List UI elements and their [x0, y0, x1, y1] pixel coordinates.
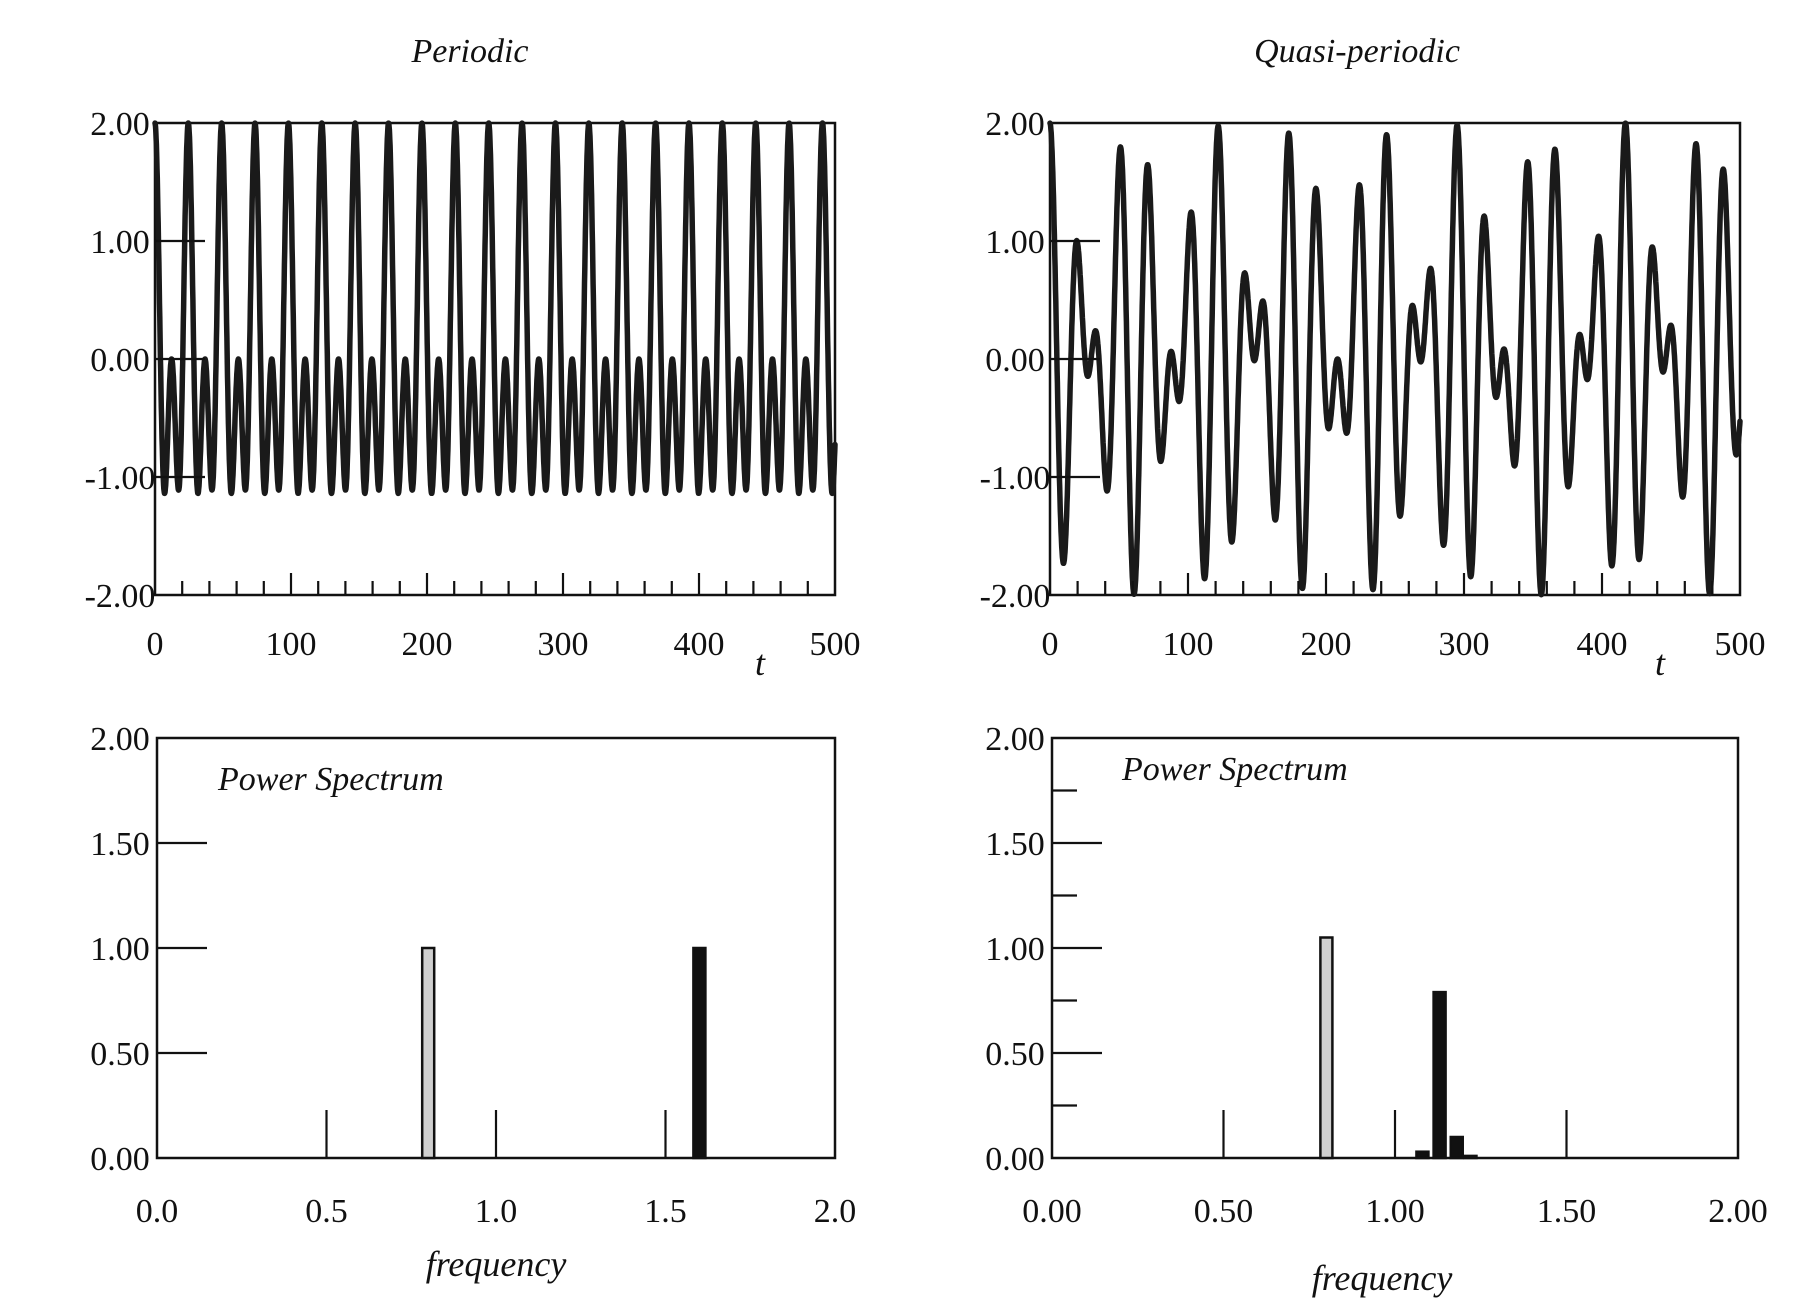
spectrum-periodic-x-tick-label: 1.0 — [475, 1193, 518, 1230]
quasi-x-tick-label: 200 — [1301, 626, 1352, 663]
spectrum-quasi-y-tick-label: 1.00 — [985, 931, 1045, 968]
spectrum-quasi-x-tick-label: 0.50 — [1194, 1193, 1254, 1230]
quasi-periodic-spectrum-x-axis-label: frequency — [1312, 1258, 1453, 1298]
periodic-x-tick-label: 300 — [538, 626, 589, 663]
periodic-x-tick-label: 0 — [147, 626, 164, 663]
quasi-y-tick-label: -1.00 — [980, 460, 1051, 497]
spectrum-quasi-x-tick-label: 2.00 — [1708, 1193, 1768, 1230]
periodic-x-tick-label: 100 — [266, 626, 317, 663]
quasi-y-tick-label: 0.00 — [985, 342, 1045, 379]
quasi-x-tick-label: 400 — [1577, 626, 1628, 663]
quasi-x-tick-label: 500 — [1715, 626, 1766, 663]
spectrum-quasi-y-tick-label: 2.00 — [985, 721, 1045, 758]
spectrum-periodic-x-tick-label: 2.0 — [814, 1193, 857, 1230]
quasi-y-tick-label: 2.00 — [985, 106, 1045, 143]
spectrum-periodic-x-tick-label: 1.5 — [644, 1193, 687, 1230]
quasi-periodic-signal-line — [1047, 120, 1743, 598]
periodic-y-tick-label: 0.00 — [90, 342, 150, 379]
spectrum-quasi-bar — [1449, 1135, 1464, 1160]
periodic-y-tick-label: 1.00 — [90, 224, 150, 261]
quasi-y-tick-label: -2.00 — [980, 578, 1051, 615]
periodic-panel: Periodic 0 100 200 300 400 500 2.00 1.00 0.00 -1.… — [85, 33, 861, 683]
periodic-spectrum-bars — [420, 946, 707, 1160]
periodic-y-tick-label: -1.00 — [85, 460, 156, 497]
spectrum-quasi-bar — [1432, 990, 1447, 1160]
periodic-y-tick-label: -2.00 — [85, 578, 156, 615]
periodic-axis-ticks: 0 100 200 300 400 500 2.00 1.00 0.00 -1.00 -2.00 — [85, 106, 861, 663]
quasi-periodic-x-axis-label: t — [1655, 643, 1666, 683]
spectrum-quasi-bar — [1415, 1150, 1430, 1160]
quasi-x-tick-label: 300 — [1439, 626, 1490, 663]
quasi-x-tick-label: 0 — [1042, 626, 1059, 663]
periodic-spectrum-panel: Power Spectrum 0.0 0.5 1.0 1.5 2.0 2.00 1.50 1.… — [90, 721, 856, 1284]
spectrum-quasi-bar — [1319, 936, 1334, 1160]
periodic-x-tick-label: 500 — [810, 626, 861, 663]
spectrum-quasi-x-tick-label: 1.00 — [1365, 1193, 1425, 1230]
periodic-x-tick-label: 400 — [674, 626, 725, 663]
quasi-x-tick-label: 100 — [1163, 626, 1214, 663]
spectrum-periodic-y-tick-label: 0.00 — [90, 1141, 150, 1178]
quasi-periodic-spectrum-title: Power Spectrum — [1121, 751, 1348, 788]
periodic-y-tick-label: 2.00 — [90, 106, 150, 143]
spectrum-periodic-x-tick-label: 0.0 — [136, 1193, 179, 1230]
periodic-spectrum-frame — [155, 736, 837, 1160]
spectrum-quasi-y-tick-label: 0.50 — [985, 1036, 1045, 1073]
quasi-periodic-spectrum-frame — [1050, 736, 1740, 1160]
spectrum-quasi-bar — [1463, 1154, 1478, 1160]
spectrum-quasi-x-tick-label: 1.50 — [1537, 1193, 1597, 1230]
quasi-periodic-spectrum-axis-ticks: 0.00 0.50 1.00 1.50 2.00 2.00 1.50 1.00 0.50 0.00 — [985, 721, 1768, 1230]
periodic-x-tick-label: 200 — [402, 626, 453, 663]
spectrum-periodic-bar — [420, 946, 436, 1160]
periodic-title: Periodic — [410, 33, 528, 70]
spectrum-periodic-y-tick-label: 2.00 — [90, 721, 150, 758]
spectrum-quasi-x-tick-label: 0.00 — [1022, 1193, 1082, 1230]
spectrum-periodic-y-tick-label: 1.00 — [90, 931, 150, 968]
periodic-spectrum-axis-ticks: 0.0 0.5 1.0 1.5 2.0 2.00 1.50 1.00 0.50 0.00 — [90, 721, 856, 1230]
quasi-periodic-spectrum-bars — [1319, 936, 1478, 1160]
spectrum-periodic-bar — [692, 946, 707, 1160]
spectrum-periodic-y-tick-label: 1.50 — [90, 826, 150, 863]
quasi-periodic-panel: Quasi-periodic 0 100 200 300 400 5002.001.000… — [980, 33, 1766, 683]
periodic-x-axis-label: t — [755, 643, 766, 683]
spectrum-quasi-y-tick-label: 0.00 — [985, 1141, 1045, 1178]
periodic-spectrum-x-axis-label: frequency — [426, 1244, 567, 1284]
spectrum-periodic-y-tick-label: 0.50 — [90, 1036, 150, 1073]
periodic-spectrum-title: Power Spectrum — [217, 761, 444, 798]
periodic-signal-line — [152, 120, 838, 497]
spectrum-quasi-y-tick-label: 1.50 — [985, 826, 1045, 863]
quasi-periodic-title: Quasi-periodic — [1254, 33, 1460, 70]
spectrum-periodic-x-tick-label: 0.5 — [305, 1193, 348, 1230]
quasi-periodic-axis-ticks: 0 100 200 300 400 500 2.00 1.00 0.00 -1.00 -2.00 — [980, 106, 1766, 663]
quasi-y-tick-label: 1.00 — [985, 224, 1045, 261]
quasi-periodic-spectrum-panel: Power Spectrum 0.00 0.50 1.00 1.50 2.00 2.00 1… — [985, 721, 1768, 1298]
